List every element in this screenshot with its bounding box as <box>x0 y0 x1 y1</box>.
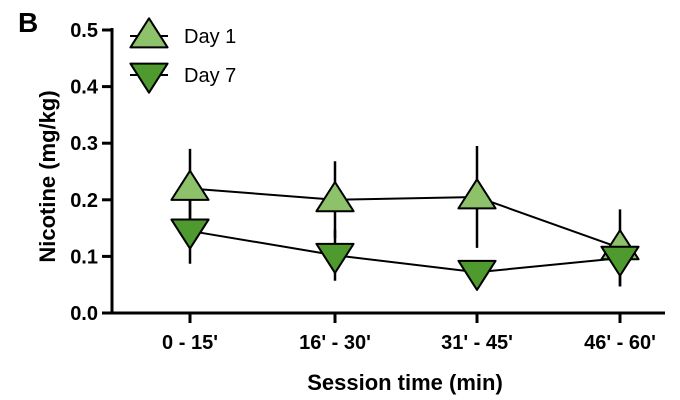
data-point-marker <box>170 169 210 201</box>
data-point-marker <box>457 178 497 210</box>
y-tick-label: 0.4 <box>70 77 99 99</box>
panel-label: B <box>18 7 38 38</box>
y-axis-label: Nicotine (mg/kg) <box>35 90 60 262</box>
series-line-2 <box>189 229 621 274</box>
y-tick-label: 0.0 <box>70 303 98 325</box>
data-point-marker <box>457 259 497 291</box>
y-tick-label: 0.3 <box>70 133 98 155</box>
x-tick-label: 46' - 60' <box>584 332 656 354</box>
legend-marker <box>129 17 169 49</box>
data-point-marker <box>315 242 355 274</box>
legend-label: Day 1 <box>184 26 236 48</box>
legend-marker <box>129 62 169 94</box>
x-tick-label: 16' - 30' <box>299 332 371 354</box>
x-axis-label: Session time (min) <box>307 370 503 395</box>
series-lines <box>189 187 621 274</box>
data-point-marker <box>170 218 210 250</box>
data-markers <box>170 169 640 291</box>
data-point-marker <box>315 181 355 213</box>
y-tick-label: 0.2 <box>70 190 98 212</box>
x-tick-label: 0 - 15' <box>162 332 218 354</box>
legend-label: Day 7 <box>184 65 236 87</box>
y-tick-label: 0.1 <box>70 246 98 268</box>
y-tick-label: 0.5 <box>70 20 98 42</box>
axes: 0.0 0.1 0.2 0.3 0.4 0.5 0 - 15' 16' - 30' 31' - … <box>70 20 665 354</box>
series-line-1 <box>189 187 621 249</box>
x-tick-label: 31' - 45' <box>441 332 513 354</box>
data-point-marker <box>600 245 640 277</box>
legend: Day 1 Day 7 <box>129 17 236 94</box>
